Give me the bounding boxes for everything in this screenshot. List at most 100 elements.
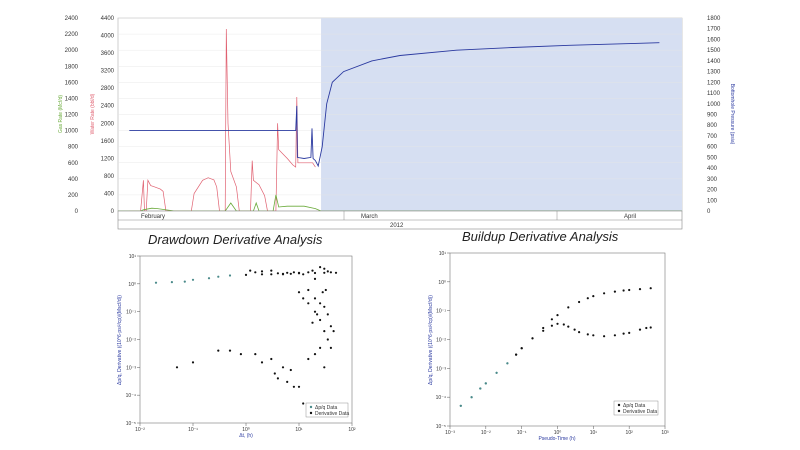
x-tick-label: 10¹ [590,430,598,436]
drawdown-legend-label-1: Δp/q Data [315,405,337,411]
buildup-legend-marker-1 [617,403,621,407]
buildup-points [459,287,652,407]
derivative-data-point [297,385,301,388]
gas-rate-tick-label: 600 [68,161,79,167]
x-tick-label: 10⁻¹ [517,430,527,436]
derivative-data-point [313,310,317,313]
derivative-data-point [567,325,570,328]
dp-q-data-point [603,292,606,295]
water-rate-tick-label: 1600 [101,139,115,145]
pressure-tick-label: 1200 [707,80,721,86]
derivative-data-point [586,333,589,336]
derivative-data-point [459,404,462,407]
pressure-tick-label: 1600 [707,37,721,43]
dp-q-data-point [183,280,186,283]
pressure-tick-label: 1700 [707,27,721,33]
derivative-data-point [515,353,518,356]
water-rate-tick-label: 1200 [101,156,115,162]
y-tick-label: 10¹ [439,251,447,257]
y-tick-label: 10⁻³ [436,366,446,372]
derivative-data-point [276,377,279,380]
water-rate-axis-label: Water Rate (bbl/d) [90,93,96,134]
water-rate-tick-label: 3600 [101,51,115,57]
derivative-data-point [313,297,317,300]
y-tick-label: 10⁻⁵ [436,424,446,430]
derivative-data-point [520,347,523,350]
gas-rate-tick-label: 2400 [65,16,79,22]
derivative-data-point [289,368,292,372]
buildup-legend-marker-2 [617,409,621,413]
dp-q-data-point [613,290,617,293]
pressure-tick-label: 1800 [707,16,721,22]
derivative-data-point [556,322,559,325]
dp-q-data-point [550,318,554,321]
pressure-tick-label: 500 [707,155,718,161]
buildup-y-axis-label: Δp/q, Derivative ((10^6·psi²/cp)/(Mscf/d… [428,295,434,385]
derivative-data-point [217,349,220,352]
derivative-data-point [592,334,595,337]
dp-q-data-point [567,306,570,309]
derivative-data-point [573,328,576,331]
derivative-data-point [649,326,652,329]
derivative-data-point [479,387,482,390]
month-label-february: February [141,214,165,220]
water-rate-axis-ticks: 0 400 800 1200 1600 2000 2400 2800 3200 3600 4000 4… [101,16,115,215]
x-tick-label: 10² [626,430,634,436]
derivative-data-point [484,382,487,385]
pressure-tick-label: 1400 [707,59,721,65]
dp-q-data-point [628,288,631,292]
pressure-tick-label: 400 [707,166,718,172]
derivative-data-point [323,267,326,270]
y-tick-label: 10⁻¹ [436,309,446,315]
derivative-data-point [307,288,310,292]
x-tick-label: 10⁻² [135,427,145,433]
gas-rate-tick-label: 400 [68,177,79,183]
derivative-data-point [319,266,322,269]
buildup-x-axis-label: Pseudo-Time (h) [538,436,575,442]
water-rate-tick-label: 4400 [101,16,115,22]
derivative-data-point [276,272,279,275]
water-rate-line [129,28,316,212]
drawdown-y-axis-label: Δp/q, Derivative ((10^6·psi²/cp)/(Mscf/d… [117,295,123,385]
x-tick-label: 10³ [661,430,669,436]
derivative-data-point [319,346,322,349]
buildup-legend-label-2: Derivative Data [623,409,657,415]
dp-q-data-point [334,271,338,274]
buildup-legend-label-1: Δp/q Data [623,403,645,409]
derivative-data-point [302,297,305,300]
dp-q-data-point [289,272,292,275]
buildup-section-title: Buildup Derivative Analysis [462,229,619,244]
derivative-data-point [319,302,322,305]
derivative-data-point [645,326,648,330]
dp-q-data-point [649,287,652,290]
gas-rate-tick-label: 2000 [65,48,79,54]
drawdown-legend-label-2: Derivative Data [315,411,349,417]
derivative-data-point [562,323,565,326]
derivative-data-point [506,362,509,365]
derivative-data-point [307,357,310,361]
gas-rate-tick-label: 800 [68,145,79,151]
derivative-data-point [613,334,617,337]
x-tick-label: 10² [348,427,356,433]
drawdown-section-title: Drawdown Derivative Analysis [148,232,323,247]
dp-q-data-point [191,278,195,281]
water-rate-tick-label: 800 [104,174,115,180]
derivative-data-point [603,335,606,338]
gas-rate-tick-label: 2200 [65,32,79,38]
drawdown-plot: 10⁻² 10⁻¹ 10⁰ 10¹ 10² 10⁻⁵ 10⁻⁴ 10⁻³ 10⁻² 10⁻¹ 10⁰… [117,254,356,439]
y-tick-label: 10⁻² [436,338,446,344]
derivative-data-point [622,332,625,335]
derivative-data-point [249,269,252,272]
dp-q-data-point [270,273,273,276]
drawdown-legend-marker-1 [309,405,313,409]
derivative-data-point [470,396,473,399]
y-tick-label: 10⁰ [438,280,446,286]
derivative-data-point [495,371,498,374]
derivative-data-point [638,328,642,331]
derivative-data-point [281,366,285,369]
x-tick-label: 10⁻² [481,430,491,436]
drawdown-points [154,266,338,405]
derivative-data-point [302,402,305,405]
derivative-data-point [292,271,295,274]
derivative-data-point [326,338,329,341]
